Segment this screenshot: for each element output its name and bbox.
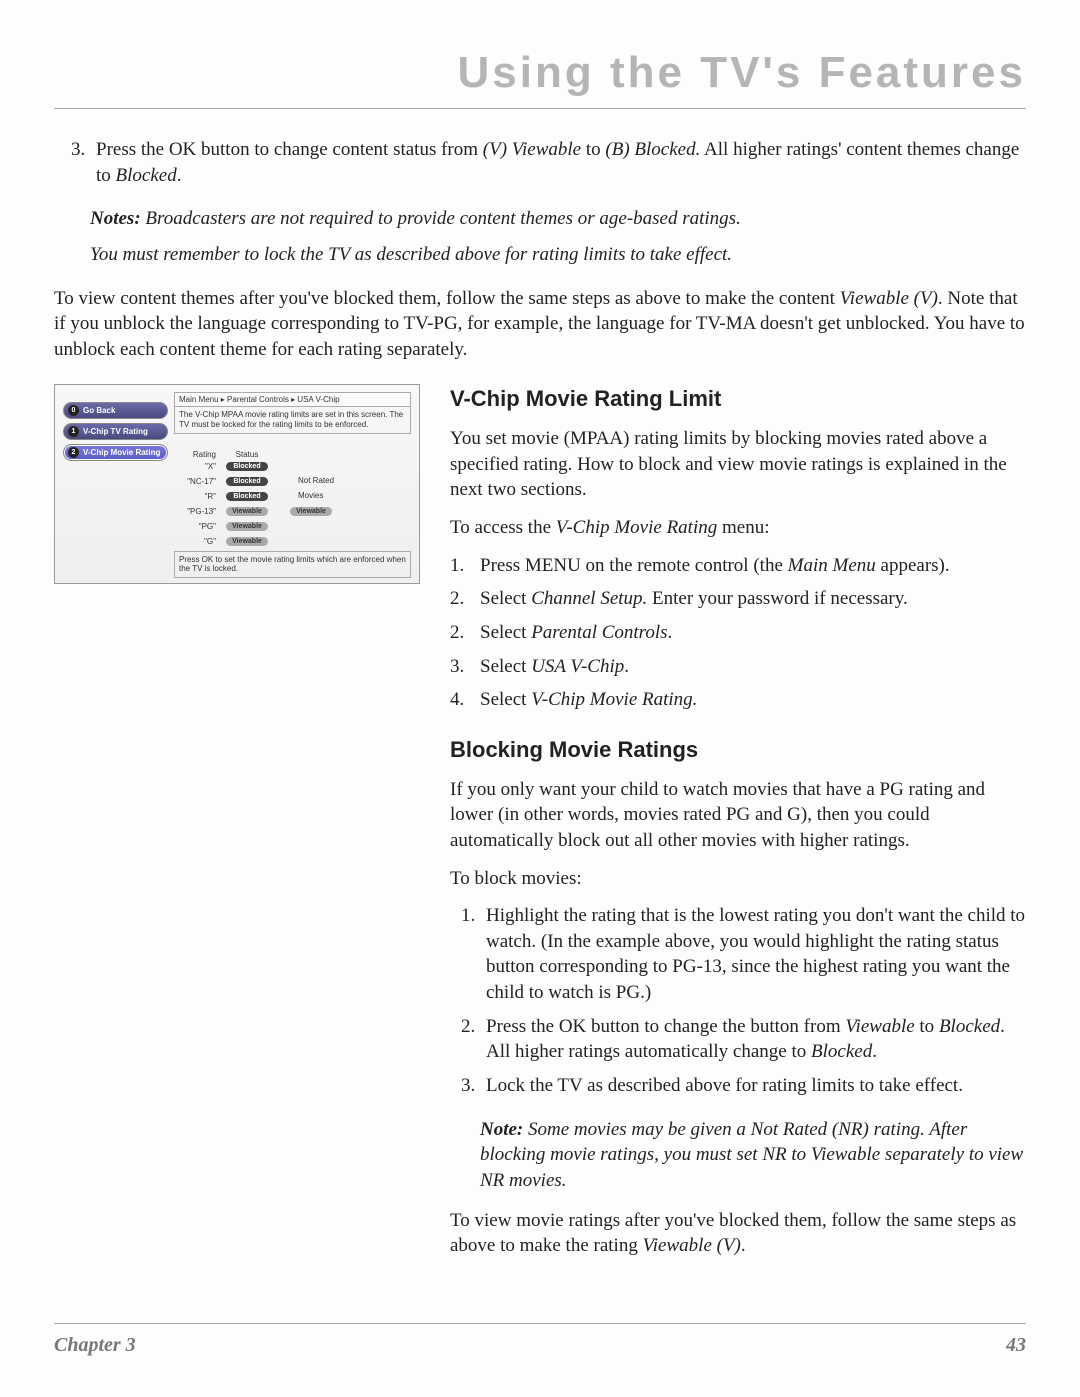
- sec2-steps: Highlight the rating that is the lowest …: [480, 903, 1026, 1098]
- page-number: 43: [1006, 1334, 1026, 1357]
- section-blocking-title: Blocking Movie Ratings: [450, 735, 1026, 765]
- footer-rule: [54, 1323, 1026, 1324]
- status-pill[interactable]: Blocked: [226, 477, 268, 486]
- intro-block: Press the OK button to change content st…: [54, 137, 1026, 362]
- sec2-p1: If you only want your child to watch mov…: [450, 777, 1026, 854]
- sec2-step3: Lock the TV as described above for ratin…: [480, 1073, 1026, 1099]
- tv-menu-movie-rating[interactable]: 2V-Chip Movie Rating: [63, 444, 168, 461]
- intro-notes: Notes: Broadcasters are not required to …: [90, 206, 1026, 267]
- sec2-step2: Press the OK button to change the button…: [480, 1014, 1026, 1065]
- page-header: Using the TV's Features: [54, 48, 1026, 98]
- status-pill[interactable]: Viewable: [226, 522, 268, 531]
- sec1-p2: To access the V-Chip Movie Rating menu:: [450, 515, 1026, 541]
- status-pill[interactable]: Viewable: [226, 537, 268, 546]
- header-rule: [54, 108, 1026, 109]
- nr-status-pill[interactable]: Viewable: [290, 507, 332, 516]
- tv-menu-tv-rating[interactable]: 1V-Chip TV Rating: [63, 423, 168, 440]
- status-pill[interactable]: Blocked: [226, 492, 268, 501]
- sec2-note: Note: Some movies may be given a Not Rat…: [480, 1117, 1026, 1194]
- tv-screenshot: 0Go Back 1V-Chip TV Rating 2V-Chip Movie…: [54, 384, 420, 584]
- section-vchip-title: V-Chip Movie Rating Limit: [450, 384, 1026, 414]
- sec2-p2: To block movies:: [450, 866, 1026, 892]
- tv-rating-table: RatingStatus "X"Blocked "NC-17"Blocked N…: [174, 444, 411, 551]
- sec1-p1: You set movie (MPAA) rating limits by bl…: [450, 426, 1026, 503]
- status-pill[interactable]: Blocked: [226, 462, 268, 471]
- tv-description: The V-Chip MPAA movie rating limits are …: [174, 407, 411, 433]
- sec2-p3: To view movie ratings after you've block…: [450, 1208, 1026, 1259]
- status-pill[interactable]: Viewable: [226, 507, 268, 516]
- intro-step-list: Press the OK button to change content st…: [90, 137, 1026, 188]
- tv-footer-hint: Press OK to set the movie rating limits …: [174, 551, 411, 578]
- chapter-label: Chapter 3: [54, 1334, 136, 1357]
- tv-breadcrumb: Main Menu ▸ Parental Controls ▸ USA V-Ch…: [174, 392, 411, 407]
- sec2-step1: Highlight the rating that is the lowest …: [480, 903, 1026, 1006]
- tv-menu-go-back[interactable]: 0Go Back: [63, 402, 168, 419]
- tv-menu-sidebar: 0Go Back 1V-Chip TV Rating 2V-Chip Movie…: [63, 392, 168, 576]
- intro-paragraph: To view content themes after you've bloc…: [54, 286, 1026, 363]
- page-footer: Chapter 3 43: [54, 1323, 1026, 1357]
- intro-step-3: Press the OK button to change content st…: [90, 137, 1026, 188]
- sec1-steps: 1.Press MENU on the remote control (the …: [450, 553, 1026, 713]
